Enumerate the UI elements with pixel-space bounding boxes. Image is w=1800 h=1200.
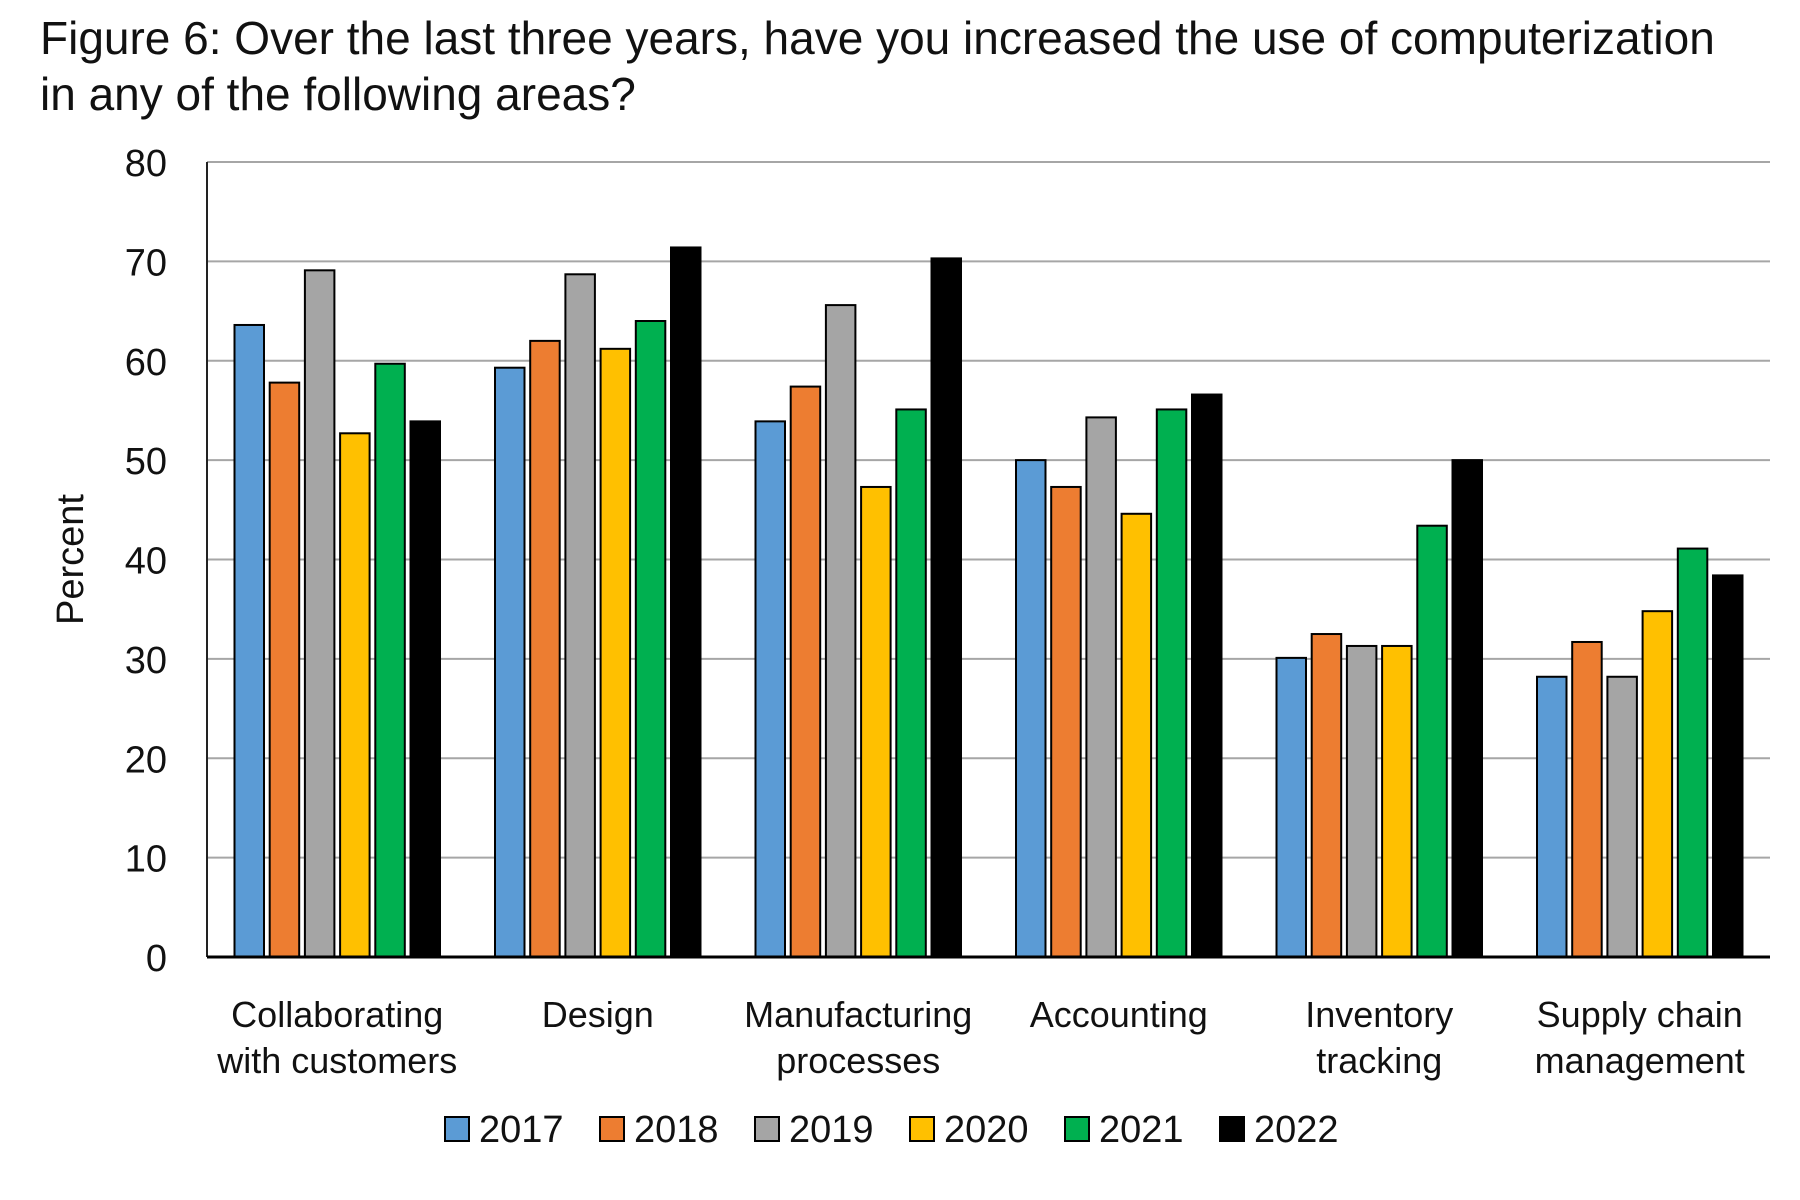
- bar-2017: [1015, 459, 1047, 958]
- y-tick-label: 20: [125, 739, 167, 781]
- bar-2022: [1712, 574, 1744, 959]
- legend-label: 2021: [1099, 1109, 1184, 1151]
- bar-2017: [233, 323, 265, 959]
- bar-2018: [1050, 485, 1082, 958]
- x-category-labels: Collaborating with customers Design Manufac…: [216, 994, 1745, 1081]
- bar-2019: [1085, 416, 1117, 958]
- gridlines: [207, 161, 1770, 859]
- chart-title: Figure 6: Over the last three years, hav…: [40, 12, 1715, 120]
- y-tick-label: 30: [125, 640, 167, 682]
- bar-2020: [339, 432, 371, 958]
- x-category-label: Supply chain: [1537, 994, 1743, 1035]
- y-axis-label: Percent: [50, 494, 92, 625]
- bar-2018: [1310, 633, 1343, 958]
- bar-2022: [670, 246, 702, 958]
- axes: [206, 162, 1770, 959]
- bar-2019: [303, 269, 336, 959]
- y-tick-label: 10: [125, 839, 167, 881]
- bar-2020: [1381, 644, 1413, 958]
- bar-2021: [895, 408, 927, 959]
- y-tick-label: 70: [125, 242, 167, 284]
- legend-swatch-2017: [444, 1116, 470, 1142]
- bar-2020: [860, 485, 892, 958]
- x-category-label: management: [1535, 1040, 1745, 1081]
- x-category-label: tracking: [1316, 1040, 1442, 1081]
- y-tick-label: 40: [125, 541, 167, 583]
- bar-2018: [1571, 640, 1603, 958]
- bar-2019: [1345, 644, 1378, 958]
- y-tick-label: 50: [125, 441, 167, 483]
- bar-2021: [1155, 408, 1188, 959]
- bar-2017: [754, 420, 786, 958]
- bar-2021: [634, 320, 667, 958]
- legend-swatch-2021: [1064, 1116, 1090, 1142]
- bar-2018: [529, 339, 561, 958]
- bar-2021: [1676, 547, 1709, 958]
- bar-2022: [1191, 393, 1223, 959]
- legend-label: 2019: [789, 1109, 874, 1151]
- legend: 2017 2018 2019 2020 2021 2022: [444, 1109, 1339, 1151]
- bar-2017: [1536, 675, 1568, 958]
- legend-swatch-2022: [1219, 1116, 1245, 1142]
- bar-2018: [268, 381, 301, 958]
- bars: [233, 246, 1744, 959]
- x-category-label: Accounting: [1030, 994, 1208, 1035]
- legend-label: 2018: [634, 1109, 719, 1151]
- legend-label: 2017: [479, 1109, 564, 1151]
- y-tick-labels: 0 10 20 30 40 50 60 70 80: [125, 143, 167, 980]
- bar-2022: [1451, 459, 1483, 958]
- bar-2018: [789, 385, 822, 958]
- x-category-label: Inventory: [1305, 994, 1453, 1035]
- legend-swatch-2020: [909, 1116, 935, 1142]
- bar-2020: [599, 347, 632, 958]
- x-category-label: with customers: [216, 1040, 457, 1081]
- y-tick-label: 80: [125, 143, 167, 185]
- legend-swatch-2018: [599, 1116, 625, 1142]
- bar-2020: [1641, 610, 1674, 958]
- x-category-label: Design: [542, 994, 654, 1035]
- bar-2022: [930, 257, 962, 958]
- y-tick-label: 0: [146, 938, 167, 980]
- bar-2019: [824, 304, 857, 959]
- x-category-label: Manufacturing: [744, 994, 972, 1035]
- x-category-label: processes: [776, 1040, 940, 1081]
- bar-2019: [1606, 675, 1638, 958]
- bar-2019: [564, 273, 596, 958]
- bar-2022: [409, 420, 441, 958]
- legend-label: 2020: [944, 1109, 1029, 1151]
- x-category-label: Collaborating: [231, 994, 443, 1035]
- bar-2021: [1416, 524, 1448, 959]
- bar-2017: [494, 366, 526, 958]
- bar-2021: [374, 362, 406, 958]
- y-tick-label: 60: [125, 342, 167, 384]
- legend-swatch-2019: [754, 1116, 780, 1142]
- bar-2020: [1120, 512, 1153, 958]
- bar-2017: [1275, 656, 1307, 958]
- legend-label: 2022: [1254, 1109, 1339, 1151]
